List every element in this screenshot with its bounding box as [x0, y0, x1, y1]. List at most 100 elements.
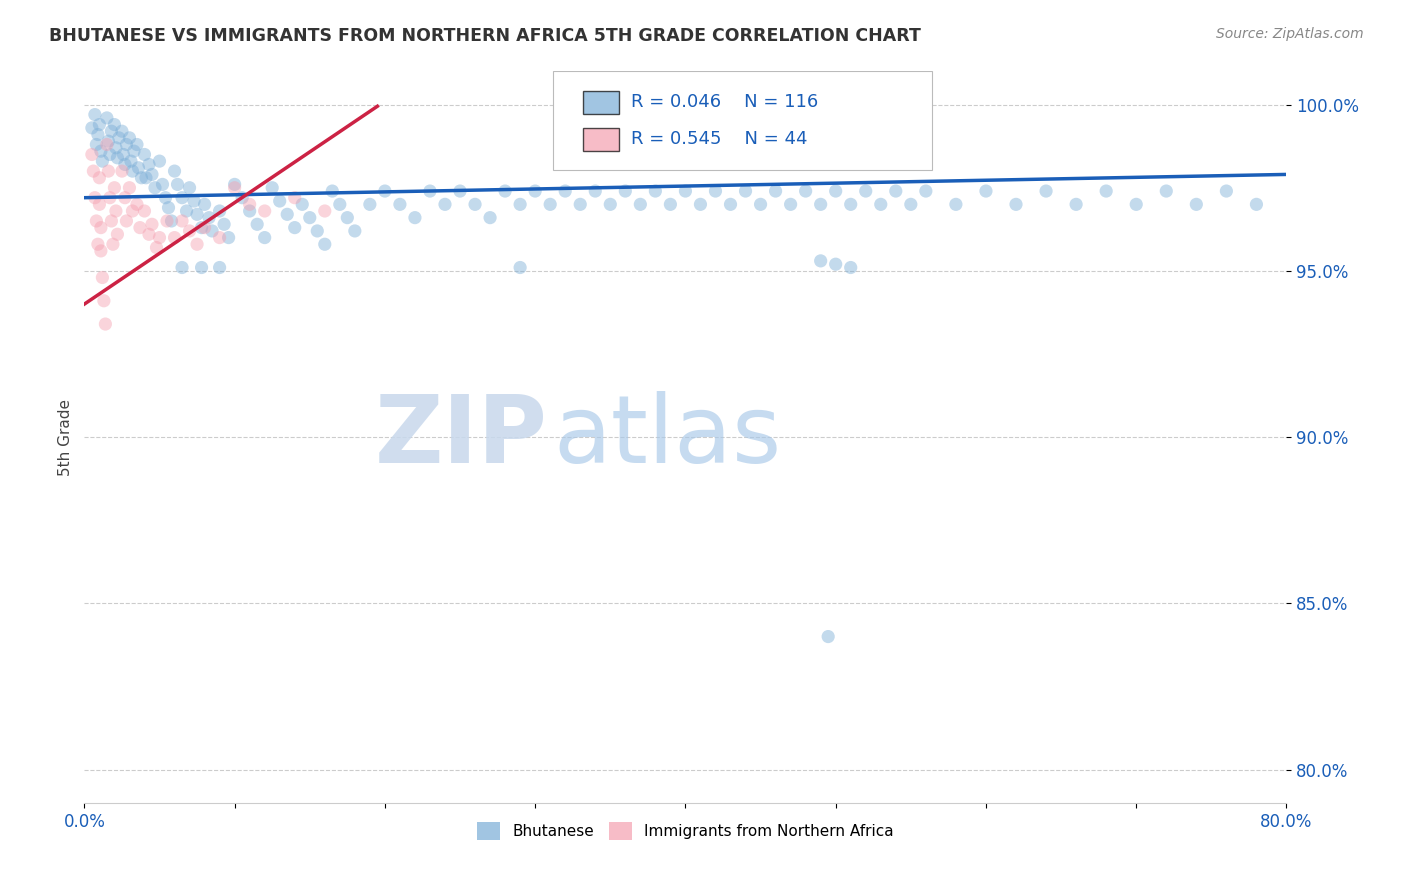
- Point: [329, 197, 352, 211]
- Point: [98, 191, 121, 205]
- Point: [86, 137, 108, 152]
- Point: [569, 197, 592, 211]
- Point: [479, 211, 502, 225]
- Point: [321, 184, 343, 198]
- Point: [114, 157, 136, 171]
- Point: [112, 147, 135, 161]
- Point: [509, 197, 531, 211]
- Point: [538, 197, 561, 211]
- Point: [224, 178, 246, 192]
- Point: [231, 191, 253, 205]
- Point: [900, 197, 922, 211]
- Point: [343, 224, 366, 238]
- Point: [134, 147, 156, 161]
- Point: [97, 164, 120, 178]
- Point: [1215, 184, 1237, 198]
- Point: [138, 227, 160, 242]
- Point: [89, 170, 111, 185]
- Point: [434, 197, 457, 211]
- Point: [152, 178, 174, 192]
- Point: [810, 253, 832, 268]
- Text: Source: ZipAtlas.com: Source: ZipAtlas.com: [1216, 27, 1364, 41]
- Point: [269, 194, 291, 208]
- Point: [208, 230, 231, 244]
- Point: [524, 184, 547, 198]
- Point: [388, 197, 411, 211]
- Point: [87, 237, 110, 252]
- Point: [156, 214, 179, 228]
- Point: [449, 184, 471, 198]
- Point: [1156, 184, 1178, 198]
- Point: [659, 197, 682, 211]
- Point: [90, 144, 112, 158]
- Point: [115, 214, 138, 228]
- Point: [855, 184, 877, 198]
- Point: [839, 197, 862, 211]
- Point: [179, 224, 201, 238]
- Point: [749, 197, 772, 211]
- Point: [1095, 184, 1118, 198]
- Point: [134, 204, 156, 219]
- Point: [1185, 197, 1208, 211]
- Point: [1246, 197, 1268, 211]
- Point: [614, 184, 637, 198]
- Point: [111, 124, 134, 138]
- Point: [212, 217, 235, 231]
- Point: [135, 170, 157, 185]
- Point: [157, 201, 180, 215]
- Point: [87, 128, 110, 142]
- Point: [125, 197, 148, 211]
- FancyBboxPatch shape: [583, 128, 619, 151]
- Point: [103, 180, 125, 194]
- Text: R = 0.545    N = 44: R = 0.545 N = 44: [631, 130, 808, 148]
- Point: [96, 111, 118, 125]
- Point: [689, 197, 711, 211]
- Point: [824, 257, 846, 271]
- Point: [89, 197, 111, 211]
- Point: [734, 184, 756, 198]
- Point: [111, 164, 134, 178]
- Point: [1035, 184, 1057, 198]
- Point: [103, 118, 125, 132]
- Point: [80, 147, 103, 161]
- Point: [198, 211, 221, 225]
- Point: [127, 161, 149, 175]
- Point: [82, 164, 104, 178]
- Point: [101, 237, 124, 252]
- Point: [93, 293, 115, 308]
- Point: [179, 180, 201, 194]
- Point: [91, 154, 114, 169]
- Point: [314, 237, 336, 252]
- Point: [1005, 197, 1028, 211]
- FancyBboxPatch shape: [583, 90, 619, 114]
- Text: R = 0.046    N = 116: R = 0.046 N = 116: [631, 94, 818, 112]
- Point: [118, 131, 141, 145]
- Point: [224, 180, 246, 194]
- Point: [115, 137, 138, 152]
- Point: [98, 147, 121, 161]
- Point: [89, 118, 111, 132]
- Text: BHUTANESE VS IMMIGRANTS FROM NORTHERN AFRICA 5TH GRADE CORRELATION CHART: BHUTANESE VS IMMIGRANTS FROM NORTHERN AF…: [49, 27, 921, 45]
- Point: [239, 204, 262, 219]
- Point: [359, 197, 381, 211]
- Point: [945, 197, 967, 211]
- Point: [314, 204, 336, 219]
- Point: [122, 144, 145, 158]
- Point: [108, 131, 131, 145]
- Point: [166, 178, 188, 192]
- Point: [186, 237, 208, 252]
- Point: [160, 214, 183, 228]
- Point: [374, 184, 396, 198]
- Point: [284, 191, 307, 205]
- Point: [704, 184, 727, 198]
- Point: [915, 184, 938, 198]
- Point: [141, 168, 163, 182]
- Point: [794, 184, 817, 198]
- Point: [183, 194, 205, 208]
- Point: [100, 214, 122, 228]
- Point: [100, 124, 122, 138]
- Point: [404, 211, 426, 225]
- Point: [583, 184, 606, 198]
- Point: [419, 184, 441, 198]
- Y-axis label: 5th Grade: 5th Grade: [58, 399, 73, 475]
